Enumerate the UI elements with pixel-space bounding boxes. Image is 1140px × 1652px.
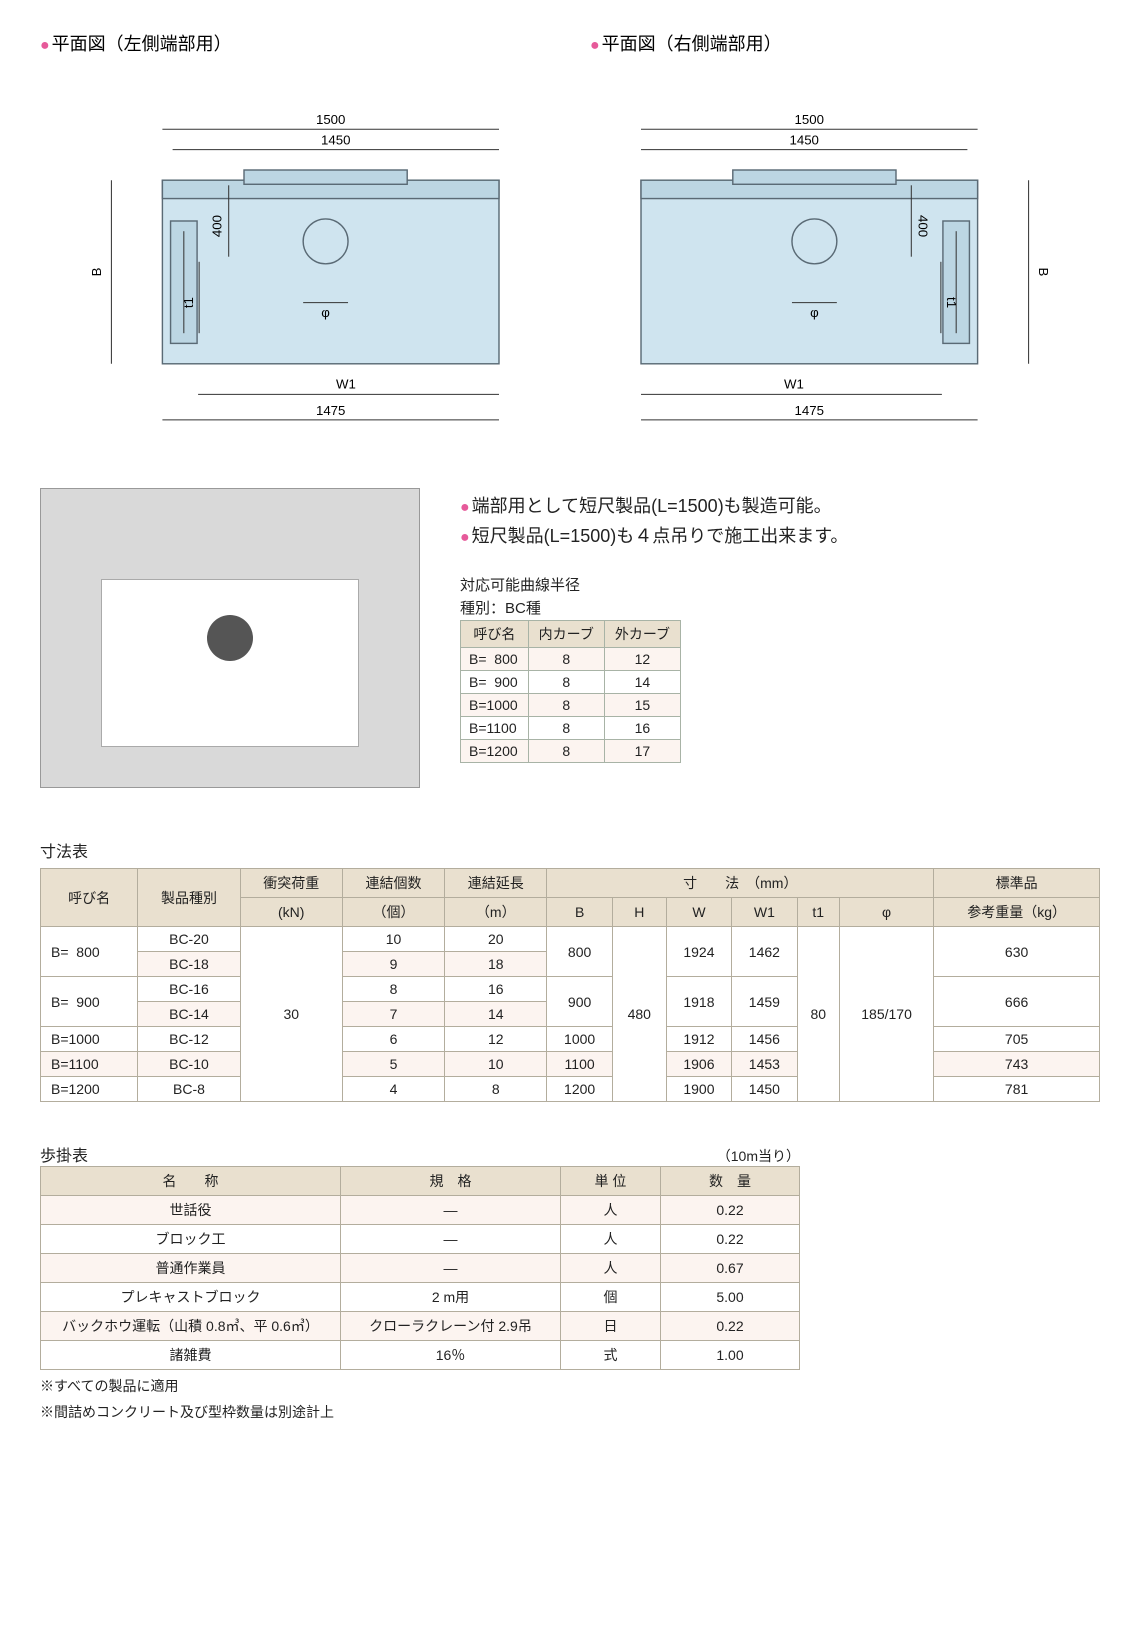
svg-text:B: B bbox=[1036, 268, 1051, 277]
svg-text:t1: t1 bbox=[944, 297, 959, 308]
diagram-right: ●平面図（右側端部用） 1500 1450 B 400 t1 φ W1 1475 bbox=[590, 30, 1100, 448]
labor-row: バックホウ運転（山積 0.8㎥、平 0.6㎥）クローラクレーン付 2.9吊日0.… bbox=[41, 1312, 800, 1341]
dim-row: B=1200BC-848120019001450781 bbox=[41, 1077, 1100, 1102]
note-2: ●短尺製品(L=1500)も４点吊りで施工出来ます。 bbox=[460, 522, 1100, 548]
labor-row: 世話役—人0.22 bbox=[41, 1196, 800, 1225]
labor-foot1: ※すべての製品に適用 bbox=[40, 1376, 1100, 1396]
mid-row: ●端部用として短尺製品(L=1500)も製造可能。 ●短尺製品(L=1500)も… bbox=[40, 488, 1100, 788]
curve-row: B= 900814 bbox=[461, 671, 681, 694]
diagram-row: ●平面図（左側端部用） 1500 1450 B 400 t1 φ W1 1475 ●平面図（右… bbox=[40, 30, 1100, 448]
dim-row: B= 900BC-1681690019181459666 bbox=[41, 977, 1100, 1002]
svg-text:W1: W1 bbox=[336, 376, 356, 391]
product-photo bbox=[40, 488, 420, 788]
svg-text:W1: W1 bbox=[784, 376, 804, 391]
labor-per: （10m当り） bbox=[717, 1146, 800, 1166]
svg-text:400: 400 bbox=[915, 215, 930, 237]
svg-text:t1: t1 bbox=[181, 297, 196, 308]
diagram-left: ●平面図（左側端部用） 1500 1450 B 400 t1 φ W1 1475 bbox=[40, 30, 550, 448]
svg-text:1450: 1450 bbox=[789, 132, 818, 147]
curve-row: B=1000815 bbox=[461, 694, 681, 717]
dim-row: B= 800BC-203010208004801924146280185/170… bbox=[41, 927, 1100, 952]
dim-table: 呼び名製品種別 衝突荷重連結個数連結延長 寸 法 （mm）標準品 (kN)（個）… bbox=[40, 868, 1100, 1102]
svg-text:1450: 1450 bbox=[321, 132, 350, 147]
labor-heading: 歩掛表 bbox=[40, 1142, 88, 1166]
curve-row: B=1200817 bbox=[461, 740, 681, 763]
dim-row: B=1100BC-10510110019061453743 bbox=[41, 1052, 1100, 1077]
curve-table: 呼び名 内カーブ 外カーブ B= 800812B= 900814B=100081… bbox=[460, 620, 681, 763]
dim-head1: 呼び名製品種別 衝突荷重連結個数連結延長 寸 法 （mm）標準品 bbox=[41, 869, 1100, 898]
svg-text:1500: 1500 bbox=[795, 112, 824, 127]
svg-text:400: 400 bbox=[210, 215, 225, 237]
photo-hole bbox=[207, 615, 253, 661]
svg-text:φ: φ bbox=[321, 305, 330, 320]
labor-row: 普通作業員—人0.67 bbox=[41, 1254, 800, 1283]
curve-col-in: 内カーブ bbox=[528, 621, 604, 648]
labor-row: プレキャストブロック2 m用個5.00 bbox=[41, 1283, 800, 1312]
svg-text:1475: 1475 bbox=[316, 403, 345, 418]
curve-heading1: 対応可能曲線半径 bbox=[460, 574, 1100, 595]
curve-header: 呼び名 内カーブ 外カーブ bbox=[461, 621, 681, 648]
svg-text:1500: 1500 bbox=[316, 112, 345, 127]
plan-right-svg: 1500 1450 B 400 t1 φ W1 1475 bbox=[590, 68, 1100, 445]
title-right: ●平面図（右側端部用） bbox=[590, 30, 1100, 56]
dim-heading: 寸法表 bbox=[40, 838, 1100, 862]
labor-foot2: ※間詰めコンクリート及び型枠数量は別途計上 bbox=[40, 1402, 1100, 1422]
svg-text:1475: 1475 bbox=[795, 403, 824, 418]
note-1: ●端部用として短尺製品(L=1500)も製造可能。 bbox=[460, 492, 1100, 518]
labor-head: 名 称規 格単 位数 量 bbox=[41, 1167, 800, 1196]
labor-row: ブロック工—人0.22 bbox=[41, 1225, 800, 1254]
curve-col-out: 外カーブ bbox=[604, 621, 680, 648]
plan-left-svg: 1500 1450 B 400 t1 φ W1 1475 bbox=[40, 68, 550, 445]
photo-block bbox=[101, 579, 359, 747]
labor-table: 名 称規 格単 位数 量世話役—人0.22ブロック工—人0.22普通作業員—人0… bbox=[40, 1166, 800, 1370]
curve-heading2: 種別：BC種 bbox=[460, 597, 1100, 618]
labor-row: 諸雑費16％式1.00 bbox=[41, 1341, 800, 1370]
curve-row: B= 800812 bbox=[461, 648, 681, 671]
dim-row: B=1000BC-12612100019121456705 bbox=[41, 1027, 1100, 1052]
info-col: ●端部用として短尺製品(L=1500)も製造可能。 ●短尺製品(L=1500)も… bbox=[460, 488, 1100, 763]
curve-row: B=1100816 bbox=[461, 717, 681, 740]
svg-text:φ: φ bbox=[810, 305, 819, 320]
title-left: ●平面図（左側端部用） bbox=[40, 30, 550, 56]
svg-text:B: B bbox=[89, 267, 104, 276]
curve-col-name: 呼び名 bbox=[461, 621, 529, 648]
